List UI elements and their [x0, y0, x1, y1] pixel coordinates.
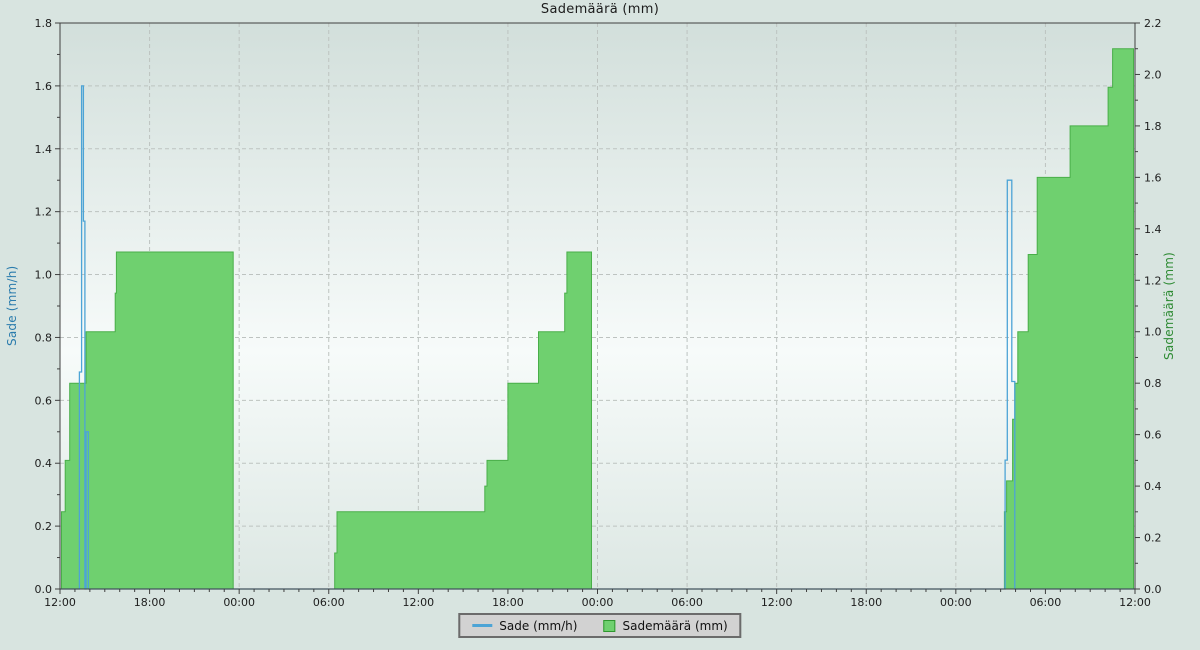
- svg-text:1.8: 1.8: [35, 17, 53, 30]
- svg-text:0.4: 0.4: [1144, 480, 1162, 493]
- svg-text:06:00: 06:00: [671, 596, 703, 609]
- svg-text:0.6: 0.6: [1144, 429, 1162, 442]
- svg-text:00:00: 00:00: [582, 596, 614, 609]
- svg-text:1.6: 1.6: [1144, 171, 1162, 184]
- svg-text:1.0: 1.0: [35, 269, 53, 282]
- svg-text:18:00: 18:00: [134, 596, 166, 609]
- svg-text:1.0: 1.0: [1144, 326, 1162, 339]
- legend-item-sade: Sade (mm/h): [472, 619, 577, 633]
- chart-title: Sademäärä (mm): [540, 2, 660, 17]
- svg-text:18:00: 18:00: [492, 596, 524, 609]
- svg-text:1.8: 1.8: [1144, 120, 1162, 133]
- legend-label-sademaara: Sademäärä (mm): [622, 618, 728, 633]
- svg-text:00:00: 00:00: [940, 596, 972, 609]
- legend-label-sade: Sade (mm/h): [499, 618, 578, 633]
- svg-text:2.0: 2.0: [1144, 68, 1162, 81]
- rain-rate-line-series: [60, 85, 1135, 590]
- svg-text:0.0: 0.0: [1144, 583, 1162, 596]
- svg-text:12:00: 12:00: [402, 596, 434, 609]
- axis-ticks: [55, 22, 1140, 594]
- svg-text:0.8: 0.8: [35, 331, 53, 344]
- legend: Sade (mm/h) Sademäärä (mm): [458, 613, 742, 638]
- svg-text:00:00: 00:00: [223, 596, 255, 609]
- square-swatch-icon: [603, 619, 616, 632]
- svg-text:1.2: 1.2: [35, 206, 53, 219]
- svg-text:18:00: 18:00: [850, 596, 882, 609]
- precipitation-area-block: [1003, 48, 1134, 590]
- line-swatch-icon: [472, 624, 493, 627]
- precipitation-area-block: [334, 251, 592, 590]
- legend-item-sademaara: Sademäärä (mm): [603, 618, 728, 633]
- svg-text:06:00: 06:00: [1030, 596, 1062, 609]
- svg-text:0.0: 0.0: [35, 583, 53, 596]
- svg-text:12:00: 12:00: [761, 596, 793, 609]
- svg-text:1.6: 1.6: [35, 80, 53, 93]
- svg-text:1.4: 1.4: [1144, 223, 1162, 236]
- svg-text:2.2: 2.2: [1144, 17, 1162, 30]
- svg-text:1.2: 1.2: [1144, 274, 1162, 287]
- svg-text:12:00: 12:00: [44, 596, 76, 609]
- svg-text:06:00: 06:00: [313, 596, 345, 609]
- svg-text:0.4: 0.4: [35, 457, 53, 470]
- svg-text:0.8: 0.8: [1144, 377, 1162, 390]
- svg-text:1.4: 1.4: [35, 143, 53, 156]
- svg-text:12:00: 12:00: [1119, 596, 1151, 609]
- precipitation-area-block: [61, 251, 234, 590]
- svg-text:0.2: 0.2: [35, 520, 53, 533]
- precipitation-area-series: [61, 48, 1134, 590]
- svg-text:0.2: 0.2: [1144, 532, 1162, 545]
- axis-tick-labels: 12:00 18:00 00:00 06:00 12:00 18:00 00:00 06:00…: [35, 17, 1162, 609]
- svg-text:0.6: 0.6: [35, 394, 53, 407]
